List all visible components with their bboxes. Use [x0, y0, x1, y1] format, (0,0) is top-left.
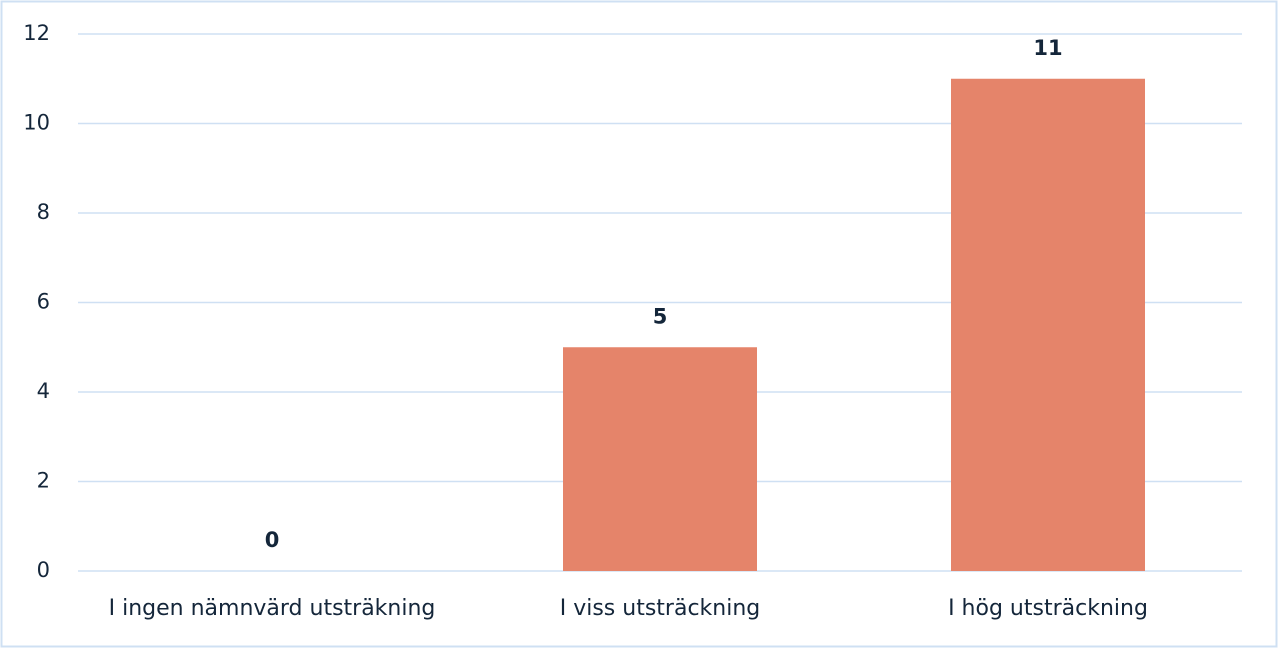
- x-tick-label: I ingen nämnvärd utsträkning: [109, 596, 436, 621]
- bar: [951, 78, 1145, 571]
- y-tick-label: 0: [37, 558, 50, 582]
- y-tick-label: 4: [37, 379, 50, 403]
- y-tick-label: 10: [23, 111, 50, 135]
- data-label: 5: [653, 304, 668, 328]
- y-tick-label: 6: [37, 290, 50, 314]
- x-tick-label: I viss utsträckning: [560, 596, 761, 621]
- bar: [563, 347, 757, 571]
- y-tick-label: 12: [23, 21, 50, 45]
- x-tick-label: I hög utsträckning: [948, 596, 1148, 621]
- y-tick-label: 2: [37, 469, 50, 493]
- data-label: 11: [1033, 36, 1062, 60]
- data-label: 0: [265, 528, 280, 552]
- y-tick-label: 8: [37, 200, 50, 224]
